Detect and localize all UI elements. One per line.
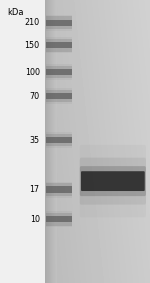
Bar (46, 143, 72, 148)
Bar (46, 26, 72, 31)
Text: 10: 10 (30, 215, 40, 224)
Bar (46, 211, 72, 216)
Text: kDa: kDa (7, 8, 23, 18)
Bar (46, 26, 72, 29)
Text: 150: 150 (25, 41, 40, 50)
Text: 100: 100 (25, 68, 40, 77)
Bar (46, 99, 72, 102)
Bar (46, 93, 72, 99)
Text: 35: 35 (30, 136, 40, 145)
FancyBboxPatch shape (80, 166, 146, 196)
Bar (46, 48, 72, 53)
Bar (46, 20, 72, 26)
Bar (46, 16, 72, 20)
Bar (46, 213, 72, 216)
Bar (46, 222, 72, 228)
Bar (46, 66, 72, 69)
Bar (46, 39, 72, 42)
Bar (46, 69, 72, 75)
Text: 210: 210 (25, 18, 40, 27)
Bar (46, 75, 72, 80)
Bar (46, 181, 72, 186)
Bar (46, 64, 72, 69)
Bar (46, 143, 72, 146)
Bar (46, 48, 72, 52)
Text: 70: 70 (30, 92, 40, 101)
Text: 17: 17 (30, 185, 40, 194)
Bar (46, 88, 72, 93)
Bar (46, 193, 72, 196)
Bar (46, 216, 72, 222)
Bar (46, 134, 72, 137)
Bar (46, 42, 72, 48)
Bar (46, 99, 72, 104)
FancyBboxPatch shape (80, 158, 146, 205)
Bar (46, 37, 72, 42)
Bar (46, 75, 72, 78)
Bar (46, 222, 72, 226)
Bar (46, 186, 72, 193)
Bar (46, 90, 72, 93)
Bar (46, 137, 72, 143)
Bar (46, 132, 72, 137)
FancyBboxPatch shape (81, 171, 145, 191)
Bar (46, 14, 72, 20)
Bar (46, 193, 72, 198)
Bar (46, 183, 72, 186)
